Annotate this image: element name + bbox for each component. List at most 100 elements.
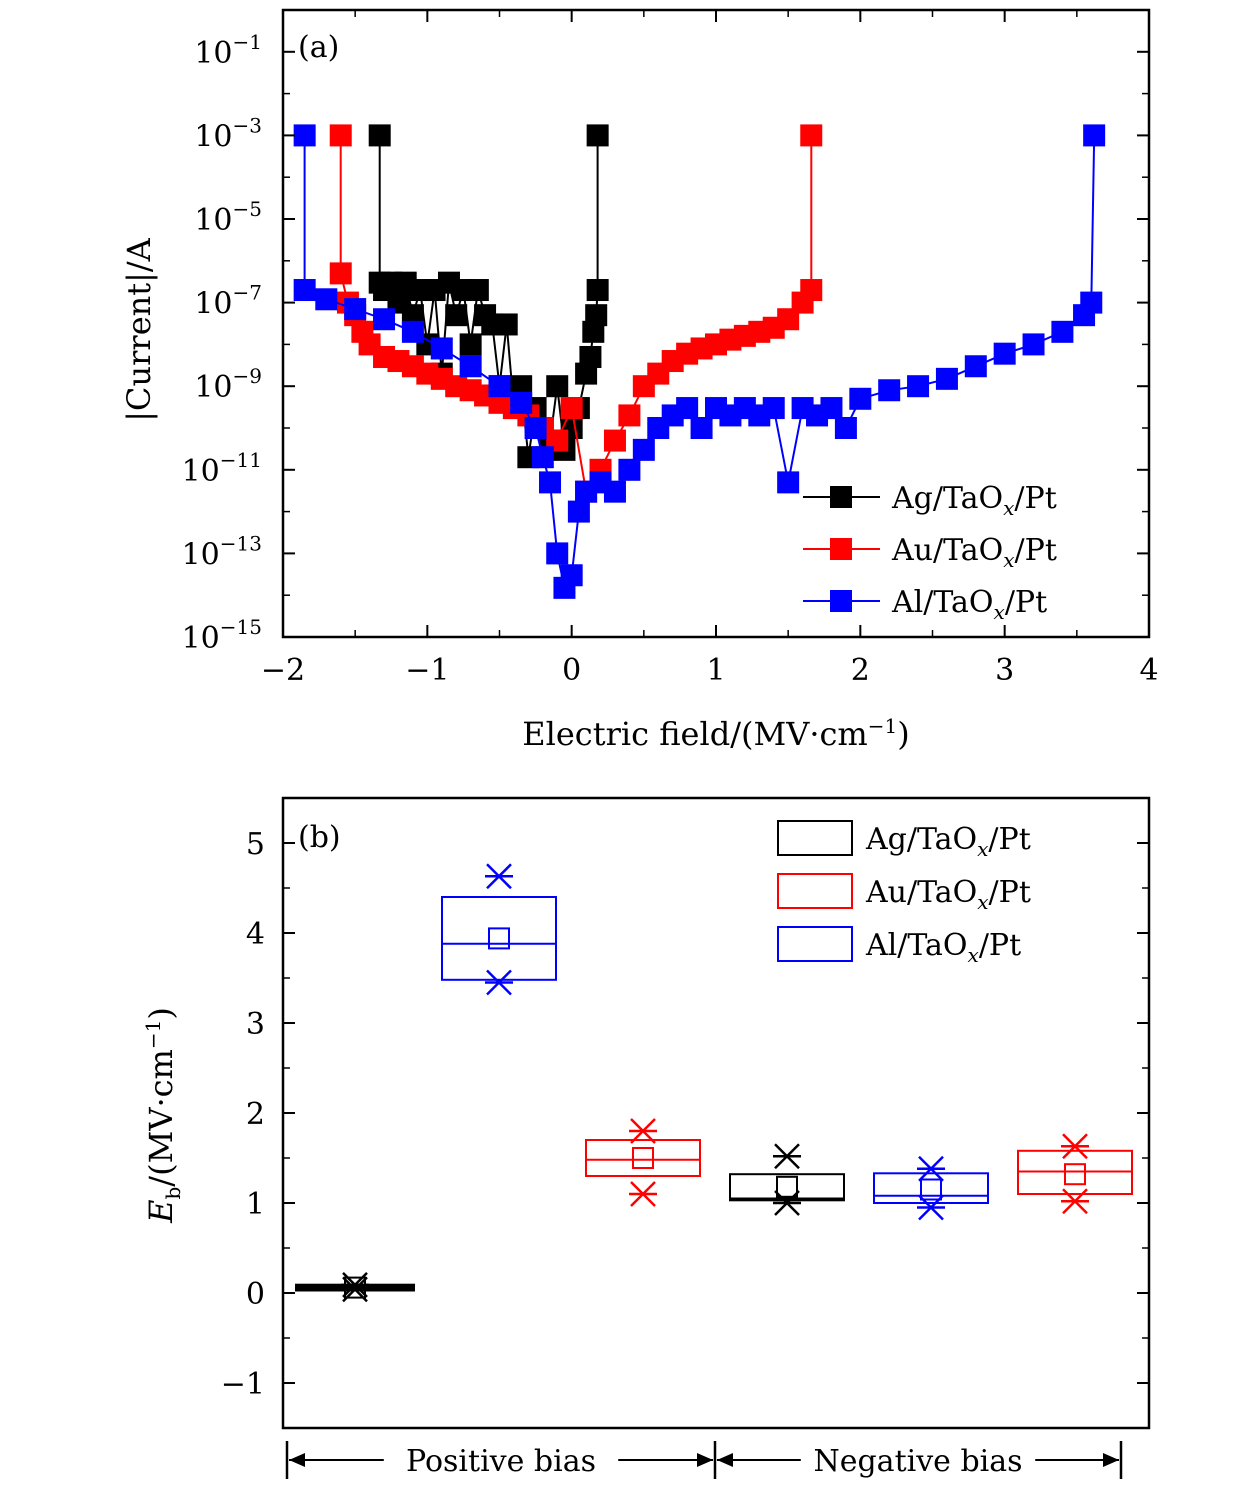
a-legend-al-taox-pt-text-part1: Al/TaO — [891, 585, 994, 620]
b-legend-al-taox-pt-text-part1: Al/TaO — [865, 928, 968, 963]
box-negative-al-taox-pt-rect — [873, 1172, 989, 1205]
point-al-taox-pt-30 — [762, 397, 785, 420]
bias-negative-bias-label: Negative bias — [813, 1444, 1022, 1479]
box-negative-al-taox-pt — [873, 1155, 989, 1221]
point-ag-taox-pt-30 — [575, 362, 598, 385]
point-al-taox-pt-37 — [878, 379, 901, 402]
b-legend-au-taox-pt-text-part1: Au/TaO — [865, 875, 977, 910]
box-negative-ag-taox-pt-rect — [729, 1173, 845, 1202]
point-al-taox-pt-19 — [603, 480, 626, 503]
a-y-tick-label-0: 10−1 — [194, 30, 262, 71]
point-ag-taox-pt-26 — [546, 375, 569, 398]
panel-b-y-title-units: /(MV·cm — [142, 1049, 180, 1187]
point-al-taox-pt-41 — [993, 342, 1016, 365]
b-legend-au-taox-pt-text-sub: x — [977, 890, 988, 914]
point-ag-taox-pt-21 — [510, 375, 533, 398]
a-y-tick-base-5: 10 — [182, 454, 220, 489]
a-legend-au-taox-pt-text: Au/TaOx/Pt — [891, 533, 1057, 572]
box-negative-au-taox-pt — [1017, 1133, 1133, 1215]
point-ag-taox-pt-12 — [445, 304, 468, 327]
b-y-tick-label-4: 3 — [246, 1007, 265, 1042]
panel-b-label: (b) — [298, 820, 341, 855]
point-al-taox-pt-7 — [459, 355, 482, 378]
point-ag-taox-pt-34 — [586, 279, 609, 302]
b-legend-ag-taox-pt-text-sub: x — [977, 837, 988, 861]
a-legend-ag-taox-pt-marker — [830, 486, 852, 508]
a-y-tick-label-6: 10−13 — [182, 531, 262, 572]
a-y-tick-label-1: 10−3 — [194, 113, 262, 154]
a-y-tick-base-1: 10 — [194, 119, 232, 154]
bias-positive-bias-arrow-left-head — [289, 1453, 305, 1467]
a-x-tick-label-0: −2 — [261, 653, 305, 688]
b-legend-ag-taox-pt-text: Ag/TaOx/Pt — [865, 822, 1031, 861]
point-ag-taox-pt-35 — [586, 124, 609, 147]
a-y-tick-exp-7: −15 — [220, 615, 262, 639]
panel-b-boxes — [295, 863, 1133, 1303]
a-x-title-exp: −1 — [868, 714, 897, 738]
panel-b-y-title-sub: b — [161, 1187, 185, 1200]
panel-a-label: (a) — [298, 30, 339, 65]
a-legend-al-taox-pt-marker — [830, 590, 852, 612]
point-ag-taox-pt-31 — [579, 345, 602, 368]
b-legend-au-taox-pt-text: Au/TaOx/Pt — [865, 875, 1031, 914]
point-al-taox-pt-20 — [618, 458, 641, 481]
a-y-tick-exp-3: −7 — [233, 281, 262, 305]
panel-a-x-axis-title: Electric field/(MV·cm−1) — [522, 714, 909, 753]
a-legend-au-taox-pt-text-part2: /Pt — [1015, 533, 1057, 568]
b-legend-al-taox-pt-text: Al/TaOx/Pt — [865, 928, 1021, 967]
a-y-tick-base-3: 10 — [194, 287, 232, 322]
b-legend-au-taox-pt-swatch — [777, 873, 853, 909]
a-y-tick-label-2: 10−5 — [194, 197, 262, 238]
a-x-tick-label-2: 0 — [562, 653, 581, 688]
box-negative-al-taox-pt-mean — [920, 1178, 942, 1201]
b-legend-al-taox-pt-text-sub: x — [968, 943, 979, 967]
a-y-tick-base-6: 10 — [182, 537, 220, 572]
panel-b-ticks: −1 0 1 2 3 4 5 — [221, 797, 1149, 1402]
point-al-taox-pt-38 — [907, 375, 930, 398]
point-al-taox-pt-46 — [1083, 124, 1106, 147]
b-legend-al-taox-pt-text-part2: /Pt — [979, 928, 1021, 963]
bias-negative-bias-arrow-left-head — [717, 1453, 733, 1467]
a-y-tick-label-4: 10−9 — [194, 364, 262, 405]
point-al-taox-pt-42 — [1022, 333, 1045, 356]
b-y-tick-label-2: 1 — [246, 1187, 265, 1222]
point-au-taox-pt-36 — [800, 279, 823, 302]
point-au-taox-pt-23 — [618, 404, 641, 427]
a-legend-ag-taox-pt-text-part2: /Pt — [1014, 481, 1056, 516]
a-x-tick-label-1: −1 — [405, 653, 449, 688]
a-x-tick-label-6: 4 — [1139, 653, 1158, 688]
a-legend-al-taox-pt-text-part2: /Pt — [1005, 585, 1047, 620]
point-al-taox-pt-11 — [531, 446, 554, 469]
point-al-taox-pt-8 — [488, 375, 511, 398]
point-al-taox-pt-31 — [777, 471, 800, 494]
point-au-taox-pt-19 — [560, 397, 583, 420]
point-al-taox-pt-4 — [373, 308, 396, 331]
a-x-tick-label-4: 2 — [851, 653, 870, 688]
panel-a-y-axis-title: |Current|/A — [120, 237, 158, 421]
panel-b-y-title-close: ) — [142, 1007, 180, 1019]
point-au-taox-pt-1 — [329, 262, 352, 285]
point-al-taox-pt-13 — [546, 542, 569, 565]
a-y-tick-exp-1: −3 — [233, 113, 262, 137]
point-ag-taox-pt-19 — [495, 313, 518, 336]
a-x-tick-label-5: 3 — [995, 653, 1014, 688]
point-al-taox-pt-39 — [935, 367, 958, 390]
point-al-taox-pt-5 — [401, 320, 424, 343]
a-y-tick-base-7: 10 — [182, 621, 220, 656]
point-al-taox-pt-1 — [293, 279, 316, 302]
a-y-tick-exp-0: −1 — [233, 30, 262, 54]
point-ag-taox-pt-33 — [585, 304, 608, 327]
a-legend-ag-taox-pt-text: Ag/TaOx/Pt — [891, 481, 1057, 520]
point-al-taox-pt-15 — [560, 564, 583, 587]
box-positive-ag-taox-pt — [295, 1272, 415, 1303]
point-al-taox-pt-43 — [1051, 320, 1074, 343]
a-x-title-part2: ) — [897, 715, 909, 753]
b-legend-au-taox-pt-text-part2: /Pt — [989, 875, 1031, 910]
b-legend-ag-taox-pt-text-part2: /Pt — [988, 822, 1030, 857]
b-y-tick-label-1: 0 — [246, 1277, 265, 1312]
box-positive-au-taox-pt — [585, 1118, 701, 1207]
